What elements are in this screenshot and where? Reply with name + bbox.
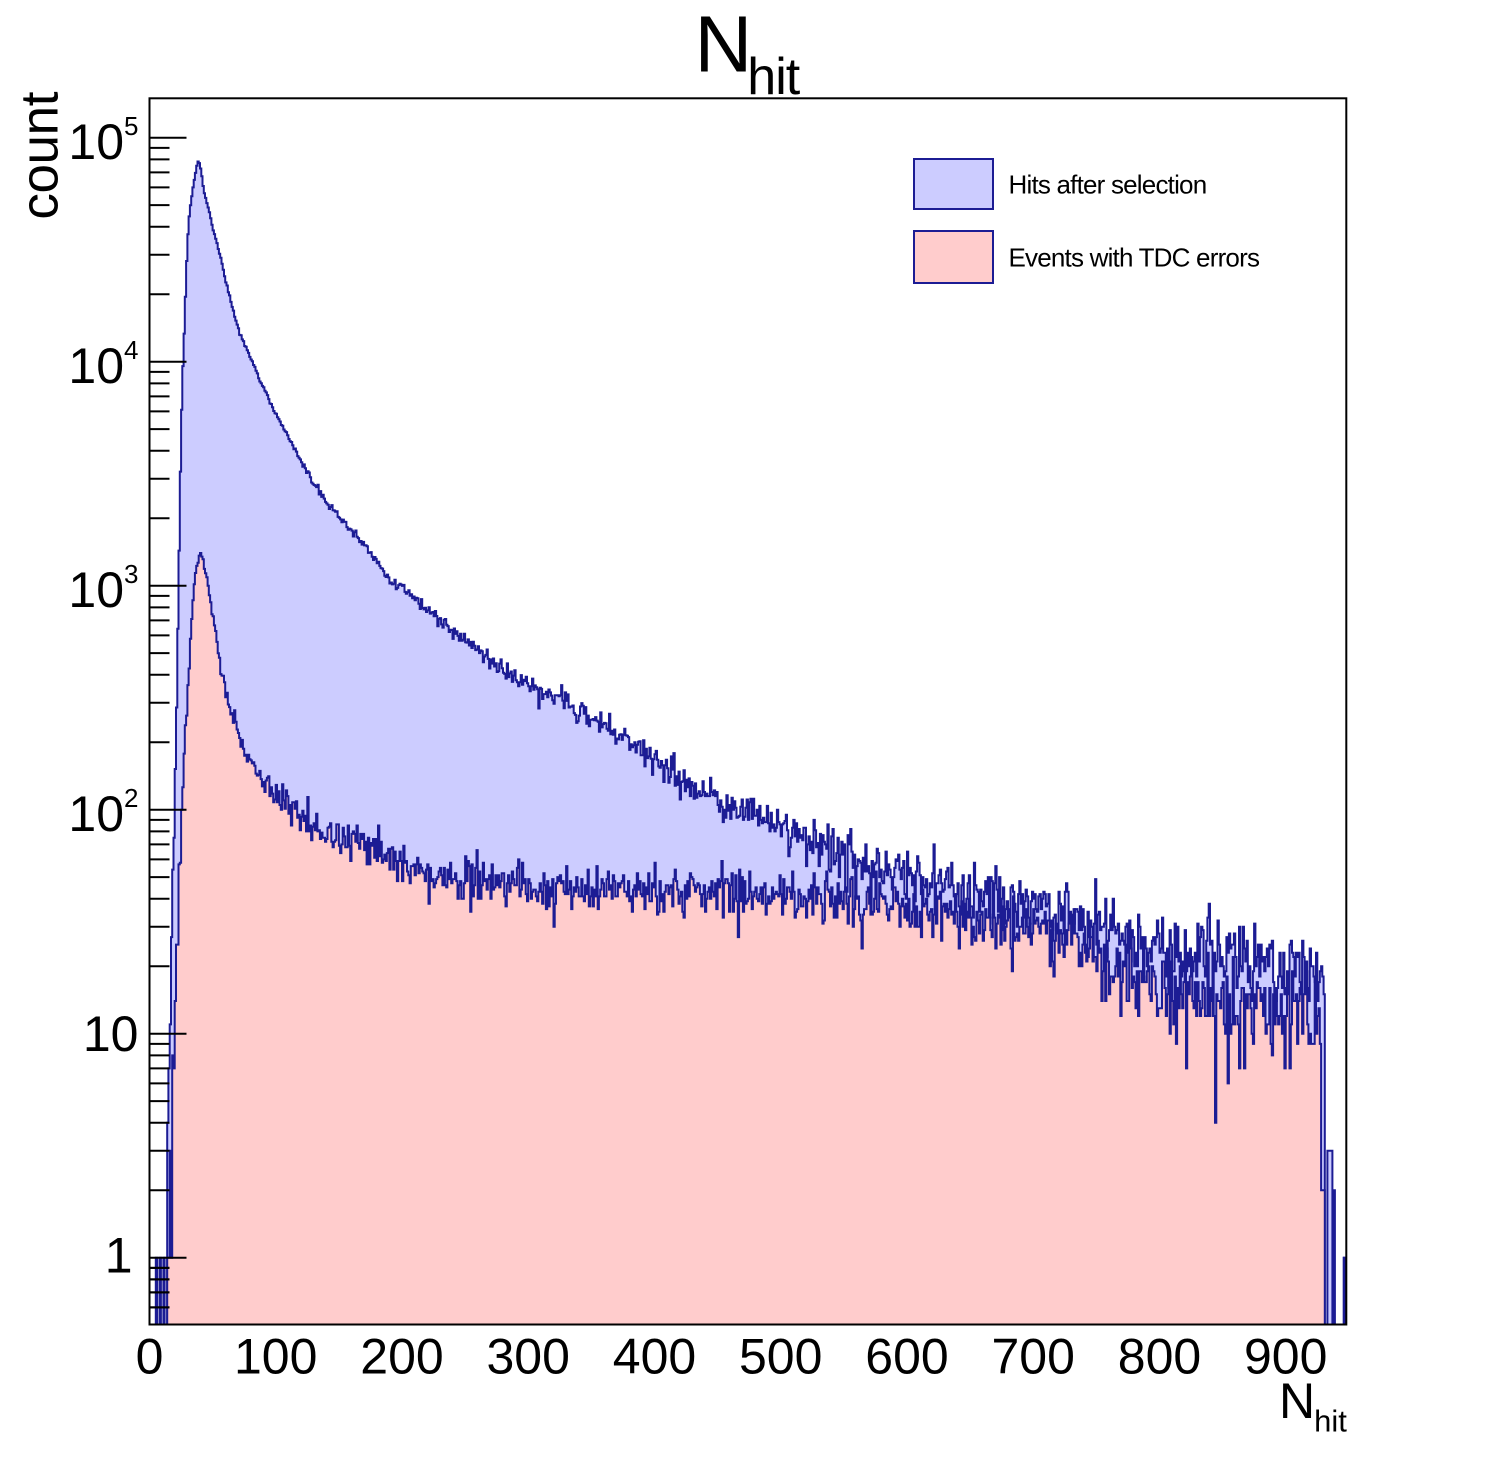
svg-text:Events with TDC errors: Events with TDC errors: [1009, 243, 1260, 273]
svg-text:0: 0: [136, 1329, 164, 1385]
svg-text:Hits after selection: Hits after selection: [1009, 169, 1207, 199]
svg-text:600: 600: [865, 1329, 948, 1385]
svg-text:800: 800: [1118, 1329, 1201, 1385]
svg-text:10: 10: [83, 1006, 139, 1062]
svg-text:900: 900: [1244, 1329, 1327, 1385]
svg-text:103: 103: [68, 559, 138, 618]
svg-text:500: 500: [739, 1329, 822, 1385]
svg-text:104: 104: [68, 335, 138, 394]
svg-text:300: 300: [486, 1329, 569, 1385]
svg-text:100: 100: [234, 1329, 317, 1385]
svg-text:200: 200: [360, 1329, 443, 1385]
svg-text:1: 1: [105, 1228, 133, 1284]
svg-text:400: 400: [613, 1329, 696, 1385]
svg-text:700: 700: [991, 1329, 1074, 1385]
svg-text:count: count: [11, 91, 70, 219]
